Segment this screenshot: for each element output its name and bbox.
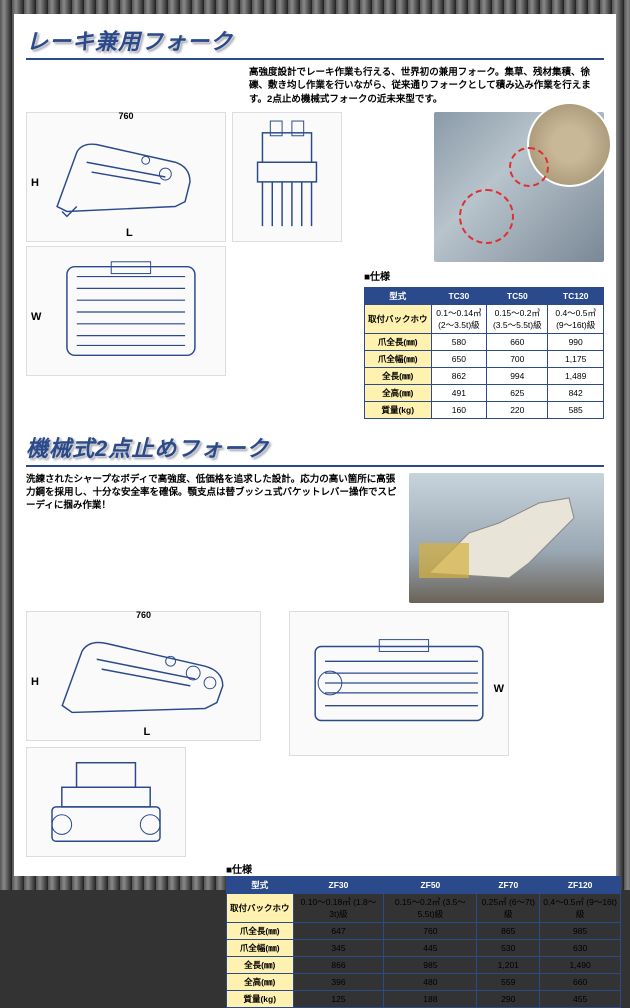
- section-rake-fork: レーキ兼用フォーク 高強度設計でレーキ作業も行える、世界初の兼用フォーク。集草、…: [26, 24, 604, 419]
- dim-l-2: L: [144, 726, 151, 738]
- row-label: 質量(kg): [227, 990, 294, 1007]
- cell: 0.4〜0.5㎥ (9〜16t)級: [540, 893, 621, 922]
- cell: 0.1〜0.14㎥ (2〜3.5t)級: [431, 304, 487, 333]
- drawing2-front-view: [26, 747, 186, 857]
- row-label: 質量(kg): [365, 401, 432, 418]
- row-label: 爪全幅(㎜): [227, 939, 294, 956]
- cell: 396: [293, 973, 384, 990]
- th-model: 型式: [227, 876, 294, 893]
- cell: 1,490: [540, 956, 621, 973]
- spec-label-2: ■仕様: [226, 861, 604, 876]
- th-zf50: ZF50: [384, 876, 477, 893]
- cell: 1,489: [548, 367, 604, 384]
- cell: 491: [431, 384, 487, 401]
- cell: 0.10〜0.18㎥ (1.8〜3t)級: [293, 893, 384, 922]
- cell: 480: [384, 973, 477, 990]
- cell: 1,201: [477, 956, 540, 973]
- th-model: 型式: [365, 287, 432, 304]
- spec-table-1: 型式 TC30 TC50 TC120 取付バックホウ0.1〜0.14㎥ (2〜3…: [364, 287, 604, 419]
- metallic-frame: レーキ兼用フォーク 高強度設計でレーキ作業も行える、世界初の兼用フォーク。集草、…: [0, 0, 630, 890]
- cell: 660: [487, 333, 548, 350]
- section1-title: レーキ兼用フォーク: [26, 24, 604, 60]
- drawing-top-view: W: [26, 246, 226, 376]
- cell: 647: [293, 922, 384, 939]
- section2-title: 機械式2点止めフォーク: [26, 431, 604, 467]
- cell: 865: [477, 922, 540, 939]
- dim-w-2: W: [494, 683, 504, 695]
- row-label: 取付バックホウ: [227, 893, 294, 922]
- cell: 0.25㎥ (6〜7t)級: [477, 893, 540, 922]
- cell: 580: [431, 333, 487, 350]
- cell: 700: [487, 350, 548, 367]
- section1-right: ■仕様 型式 TC30 TC50 TC120 取付バックホウ0.1〜0.14㎥ …: [364, 112, 604, 419]
- dim-l: L: [126, 227, 133, 239]
- th-zf30: ZF30: [293, 876, 384, 893]
- cell: 585: [548, 401, 604, 418]
- spec-table-2: 型式 ZF30 ZF50 ZF70 ZF120 取付バックホウ0.10〜0.18…: [226, 876, 621, 1008]
- page-content: レーキ兼用フォーク 高強度設計でレーキ作業も行える、世界初の兼用フォーク。集草、…: [14, 14, 616, 876]
- spec-label-1: ■仕様: [364, 268, 604, 283]
- cell: 160: [431, 401, 487, 418]
- cell: 559: [477, 973, 540, 990]
- drawing2-side-view: 760 H L: [26, 611, 261, 741]
- row-label: 爪全長(㎜): [227, 922, 294, 939]
- th-tc50: TC50: [487, 287, 548, 304]
- cell: 760: [384, 922, 477, 939]
- section1-drawings: 760 H L W: [26, 112, 356, 419]
- cell: 630: [540, 939, 621, 956]
- cell: 530: [477, 939, 540, 956]
- row-label: 全高(㎜): [227, 973, 294, 990]
- cell: 842: [548, 384, 604, 401]
- row-label: 爪全幅(㎜): [365, 350, 432, 367]
- drawing-front-view: [232, 112, 342, 242]
- row-label: 取付バックホウ: [365, 304, 432, 333]
- cell: 650: [431, 350, 487, 367]
- section-mechanical-fork: 機械式2点止めフォーク 洗練されたシャープなボディで高強度、低価格を追求した設計…: [26, 431, 604, 1008]
- cell: 985: [540, 922, 621, 939]
- section2-description: 洗練されたシャープなボディで高強度、低価格を追求した設計。応力の高い箇所に高張力…: [26, 473, 406, 513]
- th-tc120: TC120: [548, 287, 604, 304]
- cell: 990: [548, 333, 604, 350]
- cell: 660: [540, 973, 621, 990]
- dim-w: W: [31, 311, 41, 323]
- cell: 290: [477, 990, 540, 1007]
- row-label: 全長(㎜): [227, 956, 294, 973]
- cell: 345: [293, 939, 384, 956]
- dim-h-2: H: [31, 676, 39, 688]
- highlight-circle-1: [459, 189, 514, 244]
- row-label: 爪全長(㎜): [365, 333, 432, 350]
- dim-760-2: 760: [136, 610, 151, 620]
- highlight-circle-2: [509, 147, 549, 187]
- product-photo-1: [434, 112, 604, 262]
- cell: 625: [487, 384, 548, 401]
- cell: 1,175: [548, 350, 604, 367]
- dim-h: H: [31, 177, 39, 189]
- cell: 0.15〜0.2㎥ (3.5〜5.5t)級: [384, 893, 477, 922]
- cell: 188: [384, 990, 477, 1007]
- dim-760: 760: [118, 111, 133, 121]
- section2-drawings: 760 H L W: [26, 611, 604, 857]
- row-label: 全長(㎜): [365, 367, 432, 384]
- cell: 985: [384, 956, 477, 973]
- cell: 866: [293, 956, 384, 973]
- product-photo-2: [409, 473, 604, 603]
- row-label: 全高(㎜): [365, 384, 432, 401]
- cell: 994: [487, 367, 548, 384]
- section1-description: 高強度設計でレーキ作業も行える、世界初の兼用フォーク。集草、残材集積、徐礫、敷き…: [249, 66, 604, 106]
- th-zf120: ZF120: [540, 876, 621, 893]
- th-tc30: TC30: [431, 287, 487, 304]
- cell: 0.4〜0.5㎥ (9〜16t)級: [548, 304, 604, 333]
- cell: 455: [540, 990, 621, 1007]
- cell: 445: [384, 939, 477, 956]
- cell: 220: [487, 401, 548, 418]
- cell: 125: [293, 990, 384, 1007]
- drawing-side-view: 760 H L: [26, 112, 226, 242]
- drawing2-top-view: W: [289, 611, 509, 756]
- cell: 862: [431, 367, 487, 384]
- cell: 0.15〜0.2㎥ (3.5〜5.5t)級: [487, 304, 548, 333]
- th-zf70: ZF70: [477, 876, 540, 893]
